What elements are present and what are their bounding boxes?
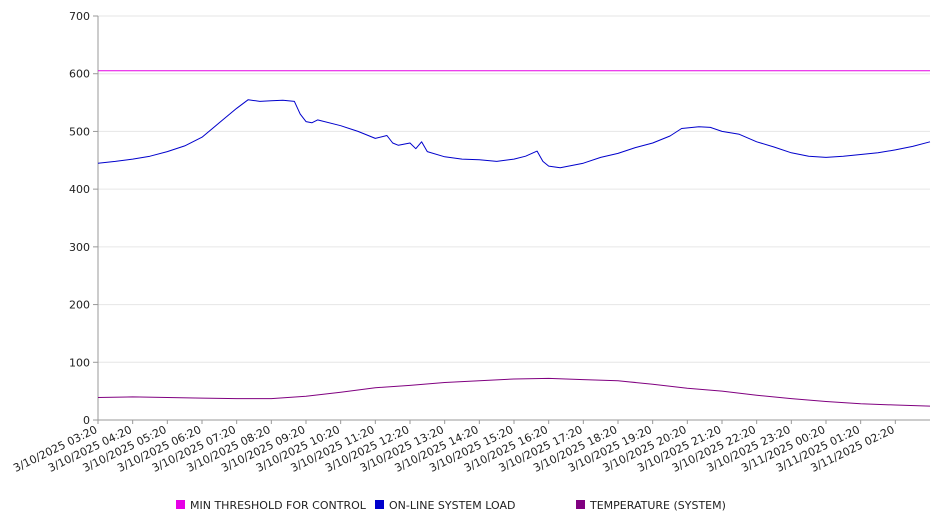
y-tick-label: 200 — [69, 299, 90, 312]
y-tick-label: 400 — [69, 183, 90, 196]
legend-label: ON-LINE SYSTEM LOAD — [389, 499, 515, 512]
series-line-3 — [97, 377, 931, 407]
grid-lines — [98, 15, 930, 363]
y-tick-label: 0 — [83, 414, 90, 427]
series-line-2 — [97, 99, 931, 169]
y-tick-labels: 0 100 200 300 400 500 600 700 — [69, 10, 90, 427]
axes — [93, 15, 930, 424]
y-tick-label: 700 — [69, 10, 90, 23]
series-lines — [97, 70, 931, 407]
y-tick-label: 100 — [69, 356, 90, 369]
legend-swatch — [576, 500, 585, 509]
y-tick-label: 300 — [69, 241, 90, 254]
legend-label: MIN THRESHOLD FOR CONTROL — [190, 499, 367, 512]
y-tick-label: 600 — [69, 68, 90, 81]
legend-label: TEMPERATURE (SYSTEM) — [589, 499, 726, 512]
x-tick-labels: 3/10/2025 03:203/10/2025 04:203/10/2025 … — [11, 423, 896, 475]
y-tick-label: 500 — [69, 125, 90, 138]
legend-swatch — [176, 500, 185, 509]
legend: MIN THRESHOLD FOR CONTROL ON-LINE SYSTEM … — [176, 499, 726, 512]
legend-swatch — [375, 500, 384, 509]
